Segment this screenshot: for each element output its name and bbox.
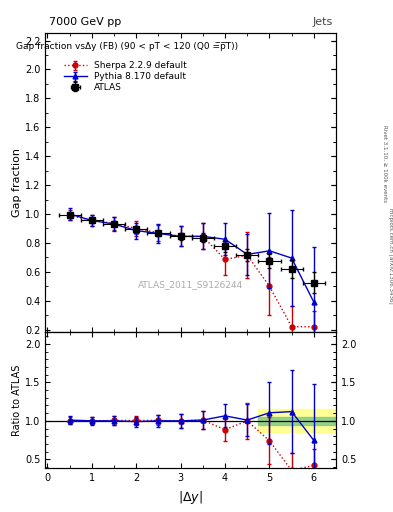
Text: 7000 GeV pp: 7000 GeV pp bbox=[49, 16, 121, 27]
Text: Jets: Jets bbox=[313, 16, 333, 27]
Text: mcplots.cern.ch [arXiv:1306.3436]: mcplots.cern.ch [arXiv:1306.3436] bbox=[388, 208, 393, 304]
Text: ATLAS_2011_S9126244: ATLAS_2011_S9126244 bbox=[138, 280, 243, 289]
Text: Rivet 3.1.10, ≥ 100k events: Rivet 3.1.10, ≥ 100k events bbox=[382, 125, 387, 202]
Y-axis label: Gap fraction: Gap fraction bbox=[12, 148, 22, 218]
Legend: Sherpa 2.2.9 default, Pythia 8.170 default, ATLAS: Sherpa 2.2.9 default, Pythia 8.170 defau… bbox=[61, 59, 189, 95]
X-axis label: $|\Delta y|$: $|\Delta y|$ bbox=[178, 489, 203, 506]
Text: Gap fraction vsΔy (FB) (90 < pT < 120 (Q0 =̅p̅̅T̅)): Gap fraction vsΔy (FB) (90 < pT < 120 (Q… bbox=[16, 42, 238, 51]
Y-axis label: Ratio to ATLAS: Ratio to ATLAS bbox=[12, 365, 22, 436]
